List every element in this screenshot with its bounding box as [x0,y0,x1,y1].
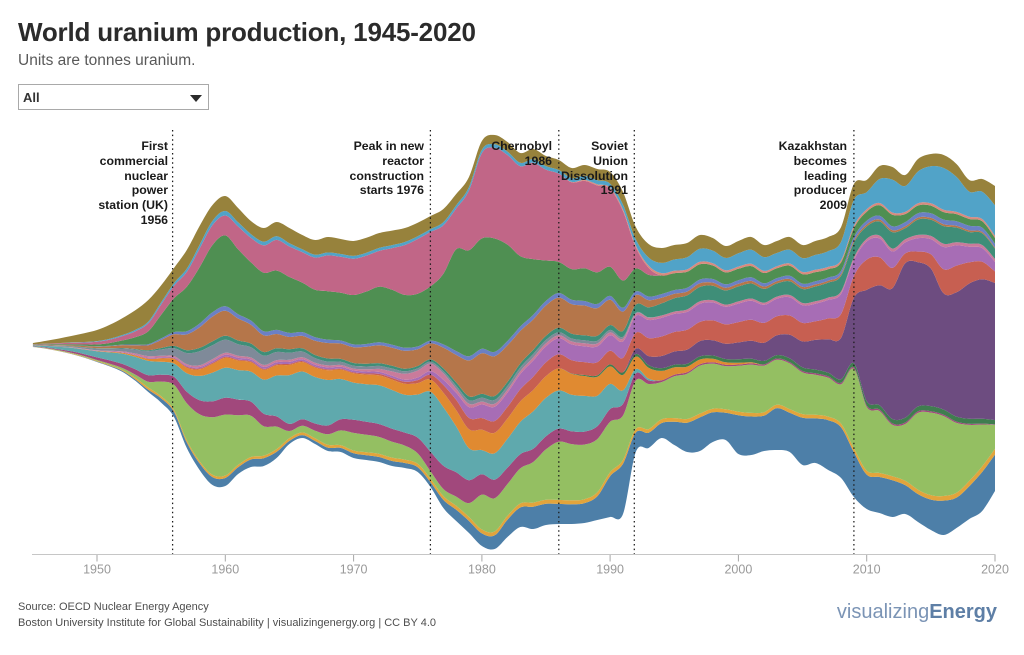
svg-text:2010: 2010 [853,563,881,577]
svg-text:2020: 2020 [981,563,1009,577]
svg-text:2000: 2000 [724,563,752,577]
svg-text:1950: 1950 [83,563,111,577]
svg-text:1980: 1980 [468,563,496,577]
svg-text:1970: 1970 [340,563,368,577]
svg-text:1990: 1990 [596,563,624,577]
svg-text:1960: 1960 [211,563,239,577]
